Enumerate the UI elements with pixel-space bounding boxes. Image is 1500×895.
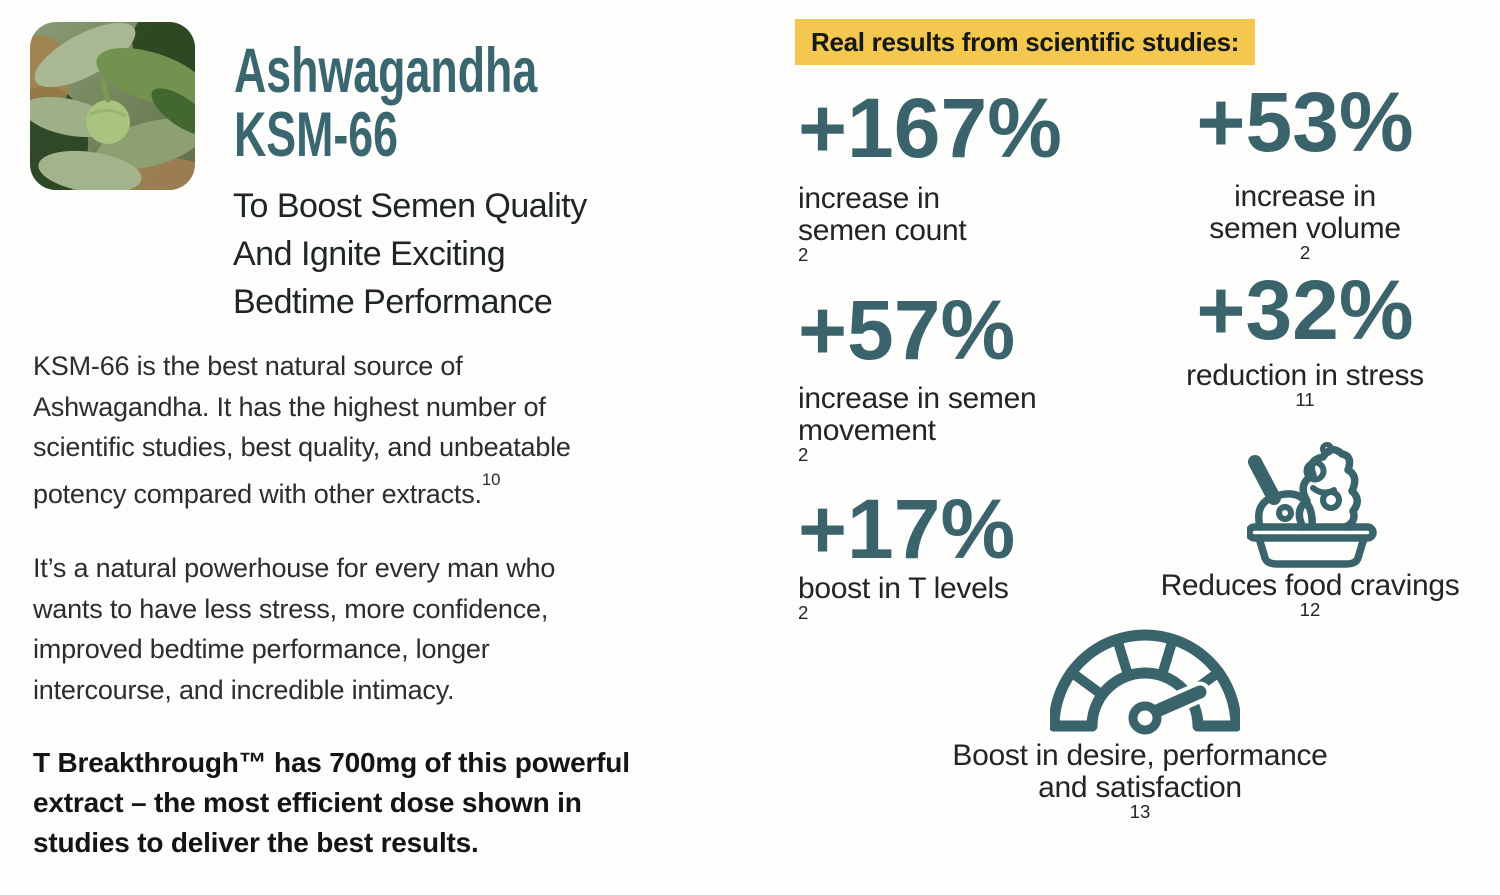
stat-caption-semen-count: increase in semen count 2	[798, 182, 967, 265]
citation-ref: 12	[1299, 598, 1321, 620]
benefit-caption-food-cravings: Reduces food cravings 12	[1160, 569, 1460, 620]
stat-caption-stress: reduction in stress 11	[1186, 359, 1424, 410]
results-banner: Real results from scientific studies:	[795, 19, 1256, 65]
citation-ref: 13	[1129, 800, 1151, 822]
stat-value-stress: +32%	[1196, 263, 1414, 357]
stat-caption-t-levels: boost in T levels 2	[798, 572, 1009, 623]
title-line-1: Ashwagandha	[234, 36, 538, 106]
stat-value-semen-count: +167%	[798, 81, 1062, 175]
citation-ref: 2	[798, 443, 809, 465]
paragraph-powerhouse: It’s a natural powerhouse for every man …	[33, 553, 556, 705]
subtitle: To Boost Semen Quality And Ignite Exciti…	[233, 187, 587, 321]
stat-value-semen-movement: +57%	[798, 283, 1016, 377]
page-title: Ashwagandha KSM-66	[234, 39, 537, 167]
citation-ref: 2	[1299, 241, 1311, 263]
stat-caption-semen-volume: increase in semen volume 2	[1209, 180, 1401, 263]
citation-ref: 2	[798, 601, 809, 623]
paragraph-ksm66-intro: KSM-66 is the best natural source of Ash…	[33, 351, 571, 509]
ashwagandha-plant-photo-illustration	[30, 22, 195, 190]
stat-value-semen-volume: +53%	[1196, 75, 1414, 169]
stat-caption-semen-movement: increase in semen movement 2	[798, 382, 1037, 465]
paragraph-dose-bold: T Breakthrough™ has 700mg of this powerf…	[33, 747, 630, 858]
citation-ref: 11	[1295, 388, 1315, 410]
benefit-caption-desire-performance: Boost in desire, performance and satisfa…	[952, 739, 1328, 822]
citation-ref: 2	[798, 243, 809, 265]
ice-cream-bowl-icon	[1245, 442, 1377, 573]
ashwagandha-photo	[30, 22, 195, 190]
citation-ref: 10	[481, 469, 501, 489]
gauge-icon	[1048, 622, 1242, 745]
title-line-2: KSM-66	[234, 100, 399, 170]
stat-value-t-levels: +17%	[798, 482, 1016, 576]
